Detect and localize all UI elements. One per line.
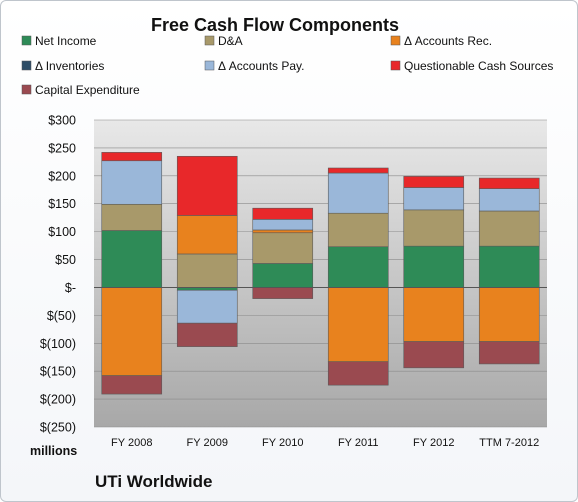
bar-segment (252, 232, 314, 264)
bar-segment (176, 322, 238, 347)
bar-segment (176, 289, 238, 324)
bar-segment (403, 287, 465, 342)
bar-segment (478, 210, 540, 247)
x-axis-ticks: FY 2008 FY 2009 FY 2010 FY 2011 FY 2012 TTM 7… (111, 437, 539, 449)
bar-segment (327, 212, 389, 248)
bar-segment (478, 287, 540, 342)
bar-segment (478, 177, 540, 189)
bar-segment (101, 287, 163, 376)
legend-swatch-capital-expenditure (21, 84, 32, 95)
x-tick-label: FY 2012 (413, 437, 454, 449)
y-tick-label: $50 (55, 253, 76, 267)
legend-label-accounts-rec: Δ Accounts Rec. (404, 34, 492, 48)
y-tick-label: $- (65, 281, 76, 295)
legend-label-accounts-pay: Δ Accounts Pay. (218, 59, 305, 73)
bar-segment (403, 176, 465, 188)
legend-swatch-accounts-rec (390, 35, 401, 46)
y-tick-label: $(200) (40, 393, 76, 407)
bars (94, 152, 547, 395)
y-axis-ticks: $300 $250 $200 $150 $100 $50 $- $(50) $(100) $(15… (40, 114, 76, 435)
y-tick-label: $300 (48, 114, 76, 128)
y-tick-label: $200 (48, 169, 76, 183)
y-tick-label: $(150) (40, 365, 76, 379)
bar-segment (327, 167, 389, 174)
bar-segment (176, 155, 238, 216)
company-name: UTi Worldwide (95, 472, 212, 491)
y-tick-label: $250 (48, 141, 76, 155)
bar-segment (101, 230, 163, 288)
bar-segment (101, 160, 163, 205)
bar-segment (176, 215, 238, 255)
legend-swatch-inventories (21, 60, 32, 71)
chart-title: Free Cash Flow Components (151, 15, 399, 35)
y-tick-label: $(250) (40, 421, 76, 435)
bar-segment (101, 152, 163, 162)
bar-segment (252, 229, 314, 234)
legend-label-net-income: Net Income (35, 34, 97, 48)
bar-segment (403, 187, 465, 211)
bar-segment (403, 341, 465, 369)
legend: Net Income D&A Δ Accounts Rec. Δ Inventorie… (21, 34, 553, 97)
bar-segment (327, 172, 389, 214)
bar-segment (478, 188, 540, 212)
bar-segment (176, 253, 238, 288)
units-label: millions (30, 444, 77, 458)
bar-segment (252, 207, 314, 220)
legend-swatch-d-a (204, 35, 215, 46)
y-tick-label: $(50) (47, 309, 76, 323)
x-tick-label: FY 2011 (338, 437, 379, 449)
bar-segment (252, 219, 314, 231)
y-tick-label: $(100) (40, 337, 76, 351)
plot-area (94, 120, 547, 427)
legend-label-inventories: Δ Inventories (35, 59, 104, 73)
bar-segment (327, 287, 389, 362)
bar-segment (327, 246, 389, 288)
y-tick-label: $100 (48, 225, 76, 239)
legend-label-questionable-cash-sources: Questionable Cash Sources (404, 59, 553, 73)
legend-swatch-questionable-cash-sources (390, 60, 401, 71)
bar-segment (403, 209, 465, 247)
bar-segment (478, 245, 540, 288)
bar-segment (327, 361, 389, 386)
x-tick-label: FY 2010 (262, 437, 303, 449)
legend-swatch-net-income (21, 35, 32, 46)
bar-segment (252, 263, 314, 288)
bar-segment (101, 203, 163, 231)
legend-swatch-accounts-pay (204, 60, 215, 71)
x-tick-label: TTM 7-2012 (479, 437, 539, 449)
bar-segment (101, 375, 163, 395)
bar-segment (252, 287, 314, 299)
x-tick-label: FY 2009 (187, 437, 228, 449)
bar-segment (478, 341, 540, 365)
legend-label-d-a: D&A (218, 34, 243, 48)
bar-segment (403, 245, 465, 288)
y-tick-label: $150 (48, 197, 76, 211)
x-tick-label: FY 2008 (111, 437, 152, 449)
legend-label-capital-expenditure: Capital Expenditure (35, 83, 140, 97)
